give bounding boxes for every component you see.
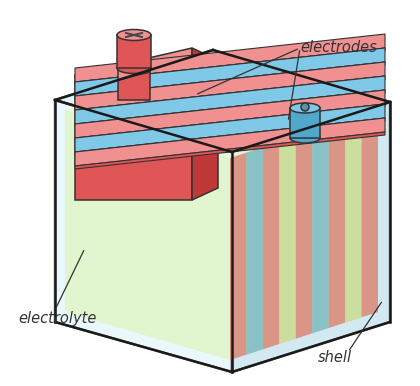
Polygon shape [75,72,192,200]
Polygon shape [75,104,385,141]
Polygon shape [118,72,150,100]
Ellipse shape [290,103,320,113]
Ellipse shape [290,133,320,143]
Ellipse shape [117,29,151,41]
Polygon shape [75,76,385,113]
Polygon shape [55,100,232,372]
Polygon shape [75,118,385,155]
Polygon shape [230,153,247,360]
Polygon shape [75,76,385,124]
Polygon shape [263,142,279,349]
Polygon shape [75,104,385,152]
Polygon shape [279,137,296,344]
Polygon shape [312,126,329,334]
Circle shape [301,103,309,111]
Polygon shape [118,60,150,80]
Polygon shape [117,35,151,68]
Polygon shape [75,62,385,99]
Polygon shape [345,115,362,323]
Polygon shape [75,118,385,166]
Polygon shape [65,110,230,360]
Polygon shape [232,102,390,372]
Text: electrolyte: electrolyte [18,310,96,325]
Polygon shape [290,108,320,138]
Polygon shape [296,131,312,339]
Polygon shape [75,48,385,85]
Text: shell: shell [318,350,352,366]
Polygon shape [55,50,390,152]
Polygon shape [65,62,378,158]
Text: electrodes: electrodes [300,41,377,56]
Polygon shape [75,48,385,96]
Polygon shape [75,48,192,99]
Polygon shape [230,110,378,360]
Polygon shape [75,34,385,82]
Polygon shape [329,121,345,328]
Polygon shape [75,90,385,138]
Polygon shape [192,48,218,200]
Polygon shape [75,90,385,127]
Polygon shape [75,132,385,169]
Ellipse shape [117,63,151,73]
Polygon shape [362,110,378,317]
Polygon shape [75,62,385,110]
Polygon shape [247,147,263,355]
